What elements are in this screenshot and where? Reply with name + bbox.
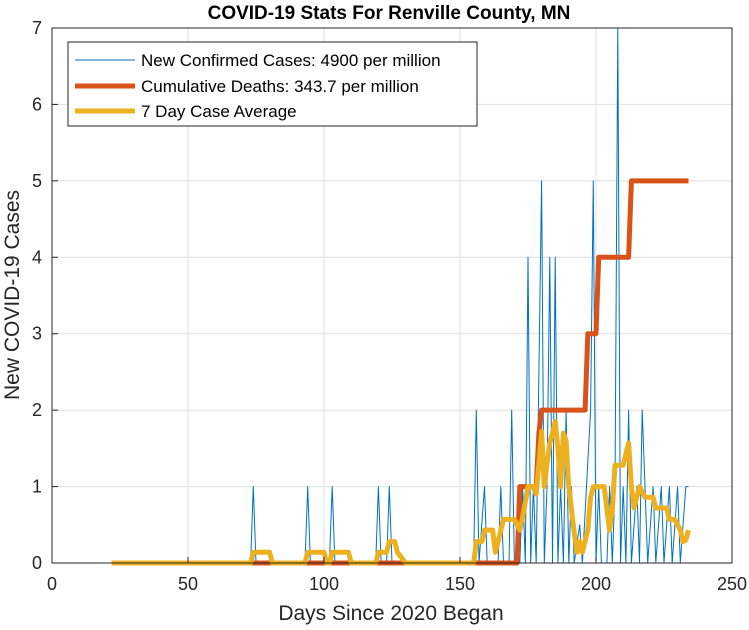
y-tick-label: 3 [32,324,42,344]
legend: New Confirmed Cases: 4900 per million Cu… [67,41,478,127]
legend-label-cumulative-deaths: Cumulative Deaths: 343.7 per million [141,77,419,96]
axis-ticks: 0 50 100 150 200 250 0 1 2 3 4 5 6 7 [32,18,747,594]
y-tick-label: 2 [32,400,42,420]
plot-border [51,27,733,564]
x-tick-label: 200 [581,574,611,594]
chart-title: COVID-19 Stats For Renville County, MN [208,3,571,24]
legend-label-new-cases: New Confirmed Cases: 4900 per million [141,51,441,70]
x-axis-label: Days Since 2020 Began [278,602,503,625]
series-cumulative-deaths [111,178,689,566]
y-tick-label: 0 [32,553,42,573]
x-tick-label: 50 [178,574,198,594]
y-tick-label: 4 [32,247,42,267]
x-tick-label: 150 [445,574,475,594]
legend-box [67,41,478,127]
legend-label-7-day-average: 7 Day Case Average [141,102,297,121]
y-tick-label: 5 [32,171,42,191]
y-tick-label: 7 [32,18,42,38]
x-tick-label: 100 [309,574,339,594]
y-tick-label: 6 [32,94,42,114]
y-tick-label: 1 [32,477,42,497]
x-tick-label: 250 [717,574,747,594]
y-axis-label: New COVID-19 Cases [1,190,24,400]
x-tick-label: 0 [47,574,57,594]
